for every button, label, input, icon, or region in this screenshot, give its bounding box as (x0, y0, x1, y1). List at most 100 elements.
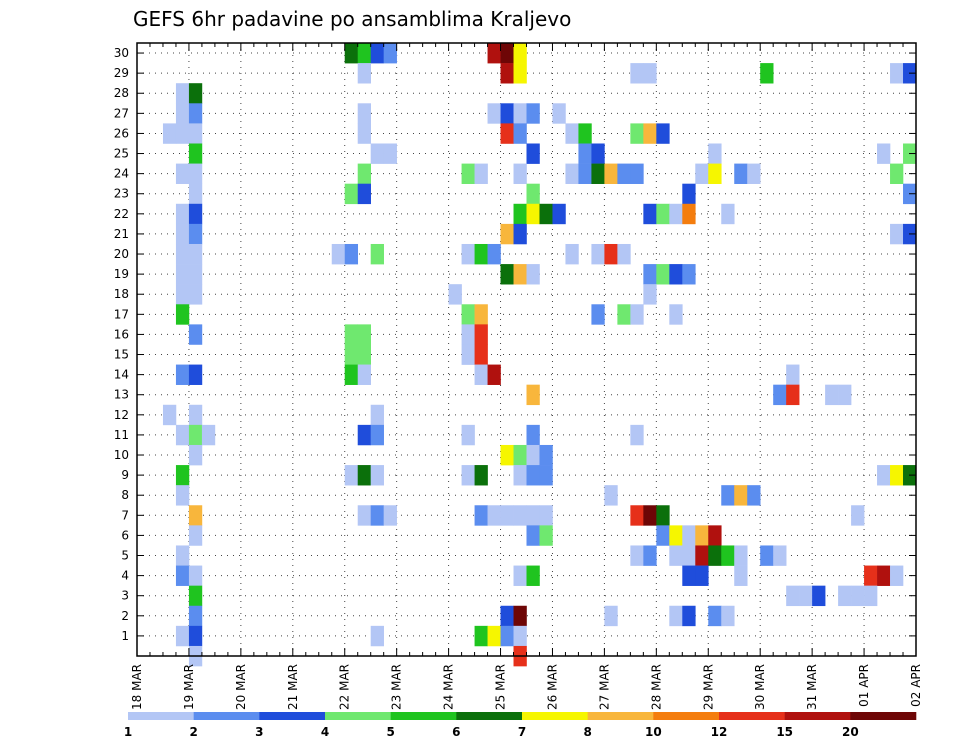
heatmap-cell (188, 203, 203, 225)
heatmap-cell (357, 364, 371, 385)
heatmap-cell (344, 465, 359, 486)
legend-swatch (456, 712, 523, 720)
heatmap-cell (383, 505, 397, 526)
y-tick-label: 27 (114, 106, 129, 120)
legend-label: 15 (776, 725, 793, 739)
heatmap-cell (461, 465, 475, 486)
y-tick-label: 28 (114, 86, 129, 100)
heatmap-cell (500, 264, 514, 285)
heatmap-cell (591, 304, 605, 325)
heatmap-cell (747, 163, 761, 184)
heatmap-cell (669, 545, 683, 566)
heatmap-cell (643, 123, 657, 144)
y-tick-label: 12 (114, 408, 129, 422)
y-tick-label: 21 (114, 227, 129, 241)
heatmap-cell (461, 304, 475, 325)
heatmap-cell (630, 545, 644, 566)
y-tick-label: 6 (121, 528, 129, 542)
heatmap-cell (175, 485, 190, 506)
heatmap-cell (526, 465, 540, 486)
x-tick-label: 23 MAR (390, 664, 404, 710)
legend-swatch (587, 712, 654, 720)
heatmap-cell (669, 264, 683, 285)
legend-swatch (653, 712, 720, 720)
heatmap-cell (357, 163, 371, 184)
heatmap-cell (578, 123, 592, 144)
heatmap-cell (513, 63, 527, 84)
y-tick-label: 3 (121, 589, 129, 603)
chart-title: GEFS 6hr padavine po ansamblima Kraljevo (133, 7, 571, 31)
x-tick-label: 29 MAR (701, 664, 715, 710)
legend-swatch (719, 712, 785, 720)
heatmap-cell (630, 163, 644, 184)
heatmap-cell (734, 163, 748, 184)
heatmap-cell (513, 103, 527, 124)
heatmap-cell (188, 605, 203, 627)
legend-label: 20 (842, 725, 859, 739)
heatmap-cell (188, 163, 203, 184)
heatmap-cell (513, 203, 527, 225)
heatmap-cell (669, 203, 683, 225)
heatmap-cell (630, 505, 644, 526)
heatmap-cell (188, 565, 203, 586)
y-tick-label: 17 (114, 307, 129, 321)
heatmap-cell (617, 163, 631, 184)
heatmap-cell (188, 83, 203, 104)
heatmap-cell (474, 465, 488, 486)
heatmap-cell (552, 103, 566, 124)
heatmap-cell (175, 103, 190, 124)
heatmap-cell (617, 304, 631, 325)
heatmap-cell (357, 43, 371, 64)
y-tick-label: 25 (114, 147, 129, 161)
legend-swatch (193, 712, 260, 720)
heatmap-cell (669, 605, 683, 627)
heatmap-cell (474, 324, 488, 345)
y-tick-label: 30 (114, 46, 129, 60)
heatmap-cell (370, 143, 384, 164)
heatmap-cell (708, 143, 722, 164)
heatmap-cell (357, 505, 371, 526)
heatmap-cell (500, 605, 514, 627)
legend-label: 10 (645, 725, 662, 739)
heatmap-cell (682, 545, 696, 566)
heatmap-cell (708, 163, 722, 184)
heatmap-cell (526, 424, 540, 446)
heatmap-cell (344, 183, 359, 205)
heatmap-cell (188, 424, 203, 446)
legend-swatch (128, 712, 194, 720)
heatmap-cell (370, 243, 384, 265)
heatmap-cell (526, 565, 540, 586)
heatmap-cell (526, 183, 540, 205)
heatmap-cell (786, 585, 800, 607)
y-tick-label: 24 (114, 167, 129, 181)
heatmap-cell (188, 103, 203, 124)
legend-label: 3 (255, 725, 263, 739)
heatmap-cell (188, 625, 203, 647)
y-tick-label: 18 (114, 287, 129, 301)
heatmap-cell (656, 123, 670, 144)
heatmap-cell (708, 605, 722, 627)
heatmap-cell (500, 43, 514, 64)
heatmap-cell (526, 264, 540, 285)
heatmap-cell (461, 424, 475, 446)
x-tick-label: 02 APR (909, 664, 923, 707)
heatmap-cell (357, 465, 371, 486)
heatmap-cell (734, 485, 748, 506)
heatmap-cell (591, 143, 605, 164)
heatmap-cell (630, 424, 644, 446)
heatmap-cell (578, 163, 592, 184)
heatmap-cell (500, 123, 514, 144)
x-tick-label: 22 MAR (338, 664, 352, 710)
heatmap-cell (604, 163, 618, 184)
color-legend: 1 2 3 4 5 6 7 8 10 12 15 20 (124, 712, 917, 739)
heatmap-cell (760, 63, 774, 84)
y-tick-label: 11 (114, 428, 129, 442)
x-tick-label: 26 MAR (545, 664, 559, 710)
heatmap-cell (357, 344, 371, 365)
heatmap-cell (344, 364, 359, 385)
x-tick-label: 01 APR (857, 664, 871, 707)
heatmap-cell (851, 585, 865, 607)
x-tick-label: 19 MAR (182, 664, 196, 710)
heatmap-cell (682, 605, 696, 627)
heatmap-cell (513, 565, 527, 586)
